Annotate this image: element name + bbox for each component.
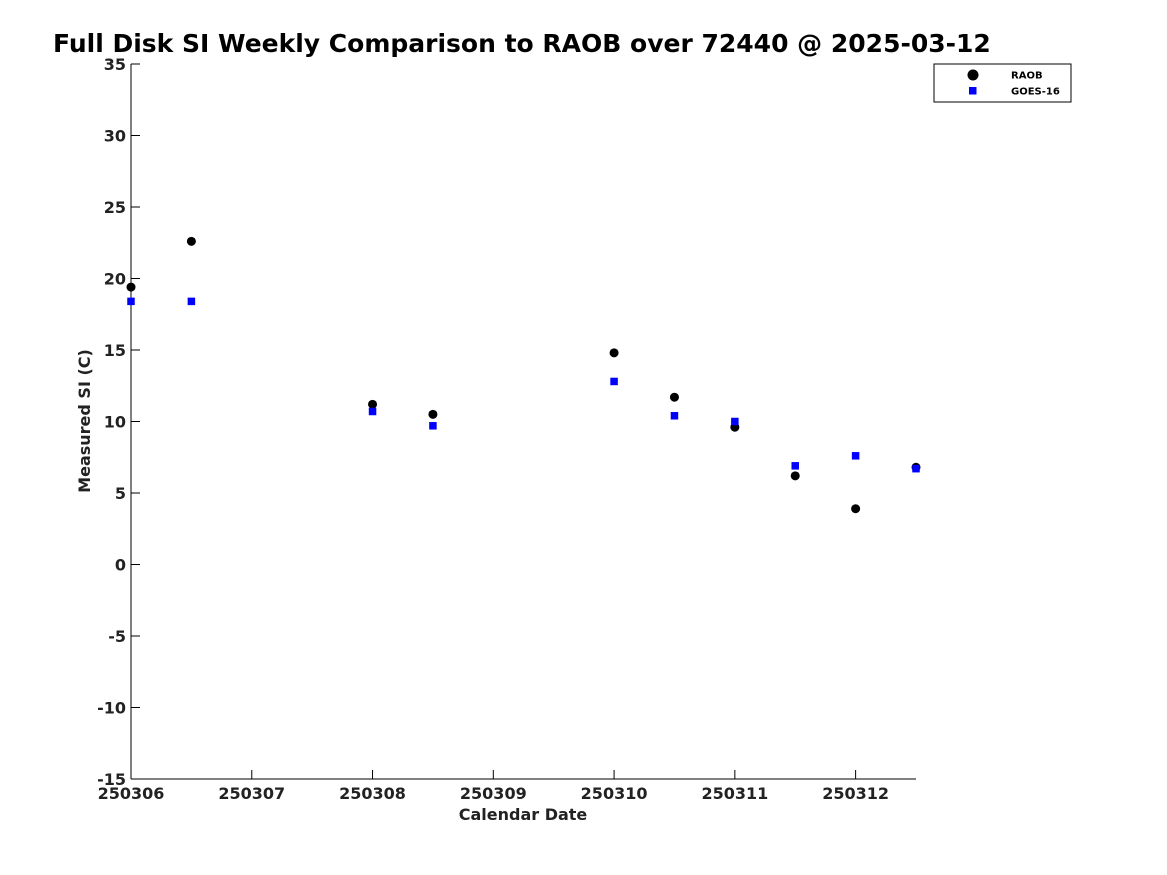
y-tick-label: 35 <box>104 55 126 74</box>
goes-16-point <box>912 464 920 473</box>
chart-title: Full Disk SI Weekly Comparison to RAOB o… <box>53 29 991 58</box>
y-tick-label: 10 <box>104 413 126 432</box>
legend-goes-label: GOES-16 <box>1011 87 1060 98</box>
goes-16-point <box>851 452 860 460</box>
x-tick-label: 250312 <box>822 784 889 803</box>
x-tick-label: 250311 <box>701 784 768 803</box>
y-tick-label: -10 <box>97 699 126 718</box>
x-tick-label: 250306 <box>98 784 165 803</box>
raob-point <box>428 409 438 419</box>
legend-goes-marker <box>969 87 977 95</box>
series-goes-16 <box>127 297 920 473</box>
legend-raob-marker <box>967 69 979 81</box>
goes-16-point <box>610 377 618 386</box>
legend-box <box>933 63 1072 103</box>
y-tick-label: 5 <box>115 484 126 503</box>
y-tick-label: 30 <box>104 127 126 146</box>
x-tick-label: 250308 <box>339 784 406 803</box>
goes-16-point <box>791 462 799 470</box>
x-tick-label: 250307 <box>218 784 285 803</box>
raob-point <box>851 504 861 514</box>
y-tick-label: 0 <box>115 556 126 575</box>
axes <box>130 64 916 780</box>
goes-16-point <box>670 412 679 420</box>
y-tick-label: -15 <box>97 770 126 789</box>
legend-raob-label: RAOB <box>1011 71 1043 82</box>
y-tick-label: 25 <box>104 198 126 217</box>
raob-point <box>790 471 800 481</box>
series-raob <box>126 236 921 514</box>
raob-point <box>609 348 619 358</box>
x-ticks: 250306 250307 250308 250309 250310 250311 2503… <box>98 770 889 803</box>
y-axis-label: Measured SI (C) <box>75 349 94 493</box>
legend: RAOB GOES-16 <box>933 63 1072 103</box>
goes-16-point <box>187 297 196 306</box>
raob-point <box>368 399 378 409</box>
data-points <box>126 236 921 514</box>
y-tick-label: -5 <box>108 627 126 646</box>
goes-16-point <box>127 297 135 306</box>
x-tick-label: 250310 <box>581 784 648 803</box>
raob-point <box>126 282 136 292</box>
y-ticks: 35 30 25 20 15 10 5 0 -5 -10 -15 <box>97 55 140 789</box>
x-tick-label: 250309 <box>460 784 527 803</box>
goes-16-point <box>368 407 377 416</box>
x-axis-label: Calendar Date <box>459 805 588 824</box>
y-tick-label: 20 <box>104 270 126 289</box>
raob-point <box>669 392 679 402</box>
y-tick-label: 15 <box>104 341 126 360</box>
raob-point <box>186 236 196 246</box>
goes-16-point <box>731 417 739 426</box>
goes-16-point <box>429 422 437 430</box>
